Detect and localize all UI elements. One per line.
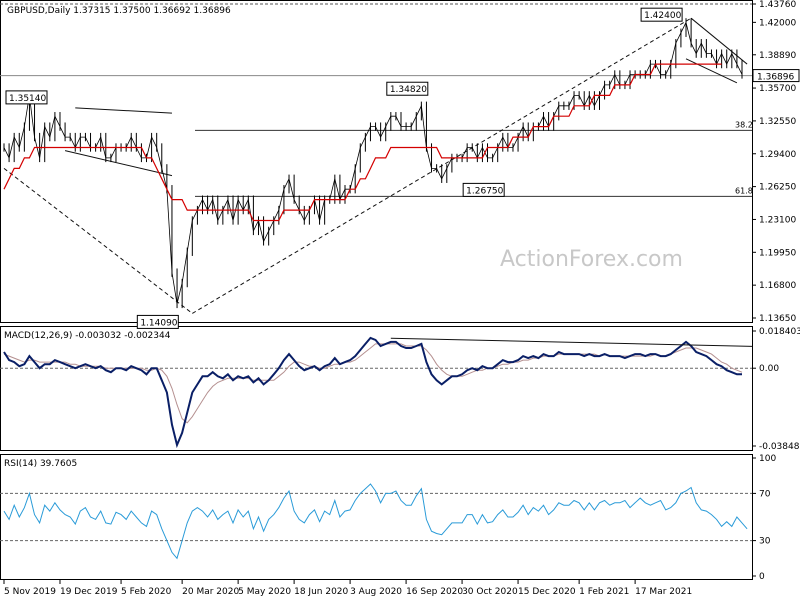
price-y-tick-label: 1.35700 [759, 84, 796, 94]
price-annotation-box [386, 81, 429, 96]
fib-level-label: 38.2 [735, 120, 753, 129]
rsi-layer [0, 483, 752, 560]
macd-y-tick-label: 0.00 [759, 364, 779, 374]
x-tick-label: 5 Feb 2020 [121, 587, 172, 597]
rsi-y-tick-label: 30 [759, 537, 771, 547]
moving-average-line [3, 63, 722, 222]
watermark: ActionForex.com [500, 247, 683, 272]
price-y-tick-label: 1.32550 [759, 117, 796, 127]
price-y-tick-label: 1.13650 [759, 314, 796, 324]
price-layer: 38.2 61.8 1.35140 1.34820 1.42400 1.26750 1.14… [0, 3, 800, 329]
rsi-y-tick-label: 0 [759, 572, 765, 582]
price-y-tick-label: 1.26250 [759, 183, 796, 193]
x-tick-label: 30 Oct 2020 [462, 587, 518, 597]
price-y-tick-label: 1.38890 [759, 51, 796, 61]
price-y-tick-label: 1.19950 [759, 248, 796, 258]
rsi-label: RSI(14) 39.7605 [4, 459, 77, 469]
x-tick-label: 20 Mar 2020 [182, 587, 239, 597]
price-annotation-box [5, 90, 48, 105]
price-y-tick-label: 1.23100 [759, 215, 796, 225]
price-panel-frame [0, 0, 753, 323]
x-tick-label: 19 Dec 2019 [60, 587, 118, 597]
current-price-label: 1.36896 [757, 73, 794, 83]
x-tick-label: 1 Feb 2021 [579, 587, 629, 597]
price-annotation-box [462, 182, 505, 197]
price-y-tick-label: 1.29400 [759, 150, 796, 160]
price-annotation-label: 1.42400 [644, 11, 681, 21]
price-annotation-label: 1.26750 [466, 186, 503, 196]
fib-level-label: 61.8 [735, 186, 753, 195]
macd-y-tick-label: 0.018403 [759, 327, 800, 337]
rsi-line [3, 483, 748, 560]
x-tick-label: 18 Jun 2020 [294, 587, 348, 597]
x-tick-label: 17 Mar 2021 [635, 587, 692, 597]
price-annotation-label: 1.14090 [140, 318, 177, 328]
macd-y-tick-label: -0.038483 [759, 442, 800, 452]
macd-panel-frame [0, 326, 753, 451]
macd-layer [0, 336, 753, 449]
x-tick-label: 3 Aug 2020 [350, 587, 402, 597]
price-series-line [3, 21, 743, 304]
x-tick-label: 5 Nov 2019 [4, 587, 56, 597]
macd-line [3, 336, 742, 449]
price-annotation-label: 1.34820 [390, 85, 427, 95]
y-axis-layer: 1.43760 1.42000 1.38890 1.35700 1.32550 1.294… [752, 0, 800, 582]
price-trendline [64, 150, 173, 177]
rsi-y-tick-label: 100 [759, 454, 776, 464]
x-tick-label: 5 May 2020 [238, 587, 291, 597]
price-y-tick-label: 1.42000 [759, 18, 796, 28]
current-price-tag [752, 69, 800, 83]
price-trendline [75, 107, 172, 114]
price-y-tick-label: 1.43760 [759, 0, 796, 10]
chart-title: GBPUSD,Daily 1.37315 1.37500 1.36692 1.3… [7, 6, 231, 16]
x-tick-label: 16 Sep 2020 [406, 587, 463, 597]
rsi-y-tick-label: 70 [759, 489, 771, 499]
price-trendline [685, 58, 738, 84]
price-annotation-box [136, 314, 179, 329]
price-trendline [690, 17, 748, 65]
macd-trendline [390, 337, 753, 347]
price-y-tick-label: 1.16800 [759, 281, 796, 291]
price-annotation-label: 1.35140 [9, 94, 46, 104]
x-tick-label: 15 Dec 2020 [518, 587, 576, 597]
price-annotation-box [640, 7, 683, 22]
macd-label: MACD(12,26,9) -0.003032 -0.002344 [4, 331, 171, 341]
price-trendline [3, 167, 193, 314]
rsi-panel-frame [0, 454, 753, 580]
x-axis-layer: 5 Nov 2019 19 Dec 2019 5 Feb 2020 20 Mar 20… [3, 580, 692, 597]
